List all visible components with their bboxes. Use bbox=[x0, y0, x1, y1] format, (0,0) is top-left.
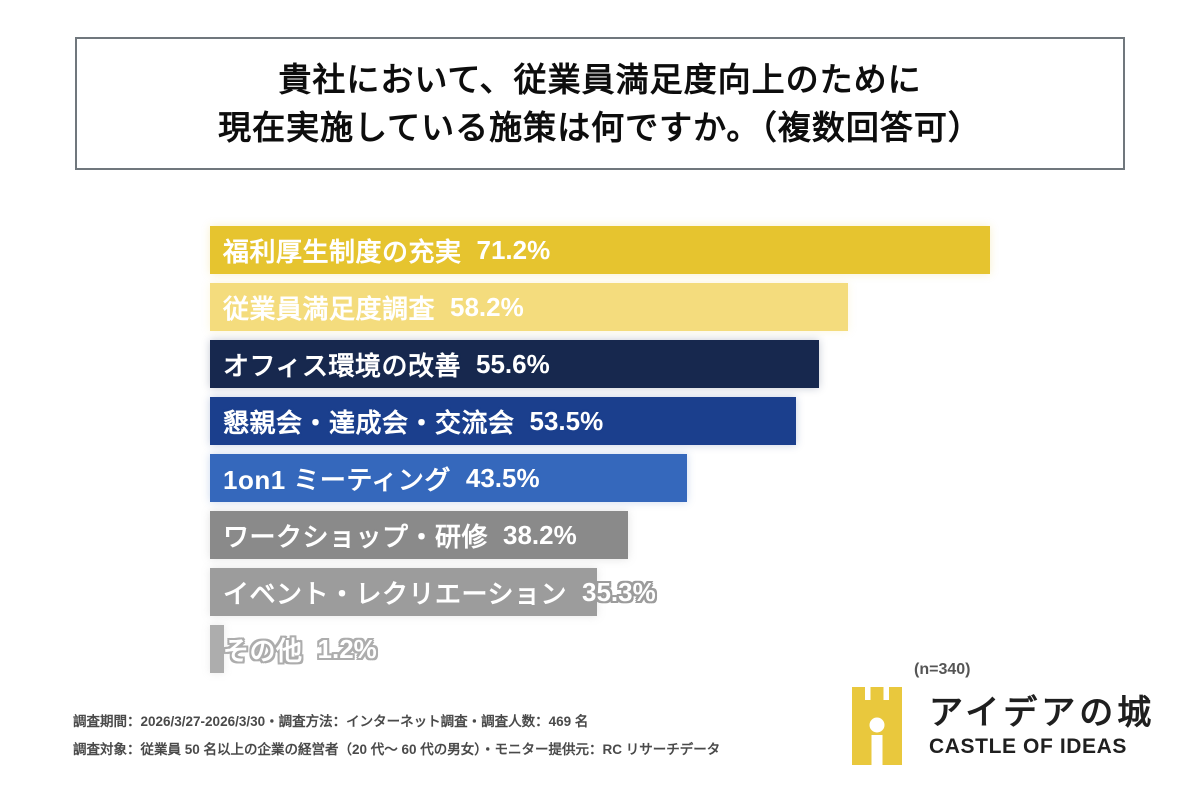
bar-row-3: オフィス環境の改善 55.6% bbox=[210, 340, 990, 388]
bar-value-label: 35.3% bbox=[581, 576, 656, 607]
bar-value-label: 58.2% bbox=[450, 291, 524, 322]
bar bbox=[210, 397, 797, 445]
bar-category-label: 1on1 ミーティング bbox=[223, 464, 451, 495]
bar bbox=[210, 511, 629, 559]
bar-label: 従業員満足度調査 58.2% bbox=[223, 283, 524, 331]
bar-row-5: 1on1 ミーティング 43.5% bbox=[210, 454, 990, 502]
bar-label: オフィス環境の改善 55.6% bbox=[223, 340, 550, 388]
bar-label: イベント・レクリエーション 35.3% bbox=[223, 568, 656, 616]
bar bbox=[210, 226, 990, 274]
bar-row-1: 福利厚生制度の充実 71.2% bbox=[210, 226, 990, 274]
bar-value-label: 55.6% bbox=[475, 348, 550, 379]
logo-name-jp: アイデアの城 bbox=[929, 694, 1156, 732]
bar-label: 1on1 ミーティング 43.5% bbox=[223, 454, 540, 502]
bar-category-label: ワークショップ・研修 bbox=[223, 521, 489, 552]
bar-category-label: 福利厚生制度の充実 bbox=[223, 236, 462, 267]
title-line-2: 現在実施している施策は何ですか。（複数回答可） bbox=[218, 108, 982, 146]
logo-name-en: CASTLE OF IDEAS bbox=[929, 735, 1128, 759]
bar-category-label: 従業員満足度調査 bbox=[223, 293, 436, 324]
survey-notes: 調査期間：2026/3/27-2026/3/30・調査方法：インターネット調査・… bbox=[73, 708, 720, 764]
bar-row-2: 従業員満足度調査 58.2% bbox=[210, 283, 990, 331]
bar-value-label: 53.5% bbox=[529, 405, 604, 436]
title-line-1: 貴社において、従業員満足度向上のために bbox=[278, 60, 922, 98]
bar-chart: 福利厚生制度の充実 71.2% 従業員満足度調査 58.2% オフィス環境の改善 55.6… bbox=[210, 226, 990, 673]
bar-value-label: 1.2% bbox=[317, 633, 377, 664]
bar-category-label: イベント・レクリエーション bbox=[223, 578, 567, 609]
bar-label: 福利厚生制度の充実 71.2% bbox=[223, 226, 550, 274]
brand-logo: アイデアの城 CASTLE OF IDEAS bbox=[852, 687, 1155, 765]
sample-size-label: (n=340) bbox=[914, 661, 971, 678]
survey-note-line-1: 調査期間：2026/3/27-2026/3/30・調査方法：インターネット調査・… bbox=[73, 714, 589, 729]
bar bbox=[210, 568, 597, 616]
bar-value-label: 43.5% bbox=[465, 462, 540, 493]
bar-label: その他 1.2% bbox=[223, 625, 377, 673]
bar-value-label: 38.2% bbox=[503, 519, 577, 550]
bar bbox=[210, 283, 848, 331]
logo-text: アイデアの城 CASTLE OF IDEAS bbox=[929, 694, 1156, 759]
bar-category-label: 懇親会・達成会・交流会 bbox=[223, 407, 515, 438]
bar-row-4: 懇親会・達成会・交流会 53.5% bbox=[210, 397, 990, 445]
bar-value-label: 71.2% bbox=[476, 234, 551, 265]
castle-icon bbox=[852, 687, 902, 765]
bar bbox=[210, 454, 687, 502]
survey-note-line-2: 調査対象：従業員 50 名以上の企業の経営者（20 代〜 60 代の男女）・モニ… bbox=[73, 742, 721, 757]
bar-label: ワークショップ・研修 38.2% bbox=[223, 511, 577, 559]
title-box: 貴社において、従業員満足度向上のために 現在実施している施策は何ですか。（複数回… bbox=[75, 37, 1125, 170]
bar-label: 懇親会・達成会・交流会 53.5% bbox=[223, 397, 603, 445]
bar bbox=[210, 340, 820, 388]
bar bbox=[210, 625, 224, 673]
bar-row-6: ワークショップ・研修 38.2% bbox=[210, 511, 990, 559]
bar-category-label: その他 bbox=[223, 635, 303, 666]
bar-row-8: その他 1.2% bbox=[210, 625, 990, 673]
bar-row-7: イベント・レクリエーション 35.3% bbox=[210, 568, 990, 616]
bar-category-label: オフィス環境の改善 bbox=[223, 350, 461, 381]
